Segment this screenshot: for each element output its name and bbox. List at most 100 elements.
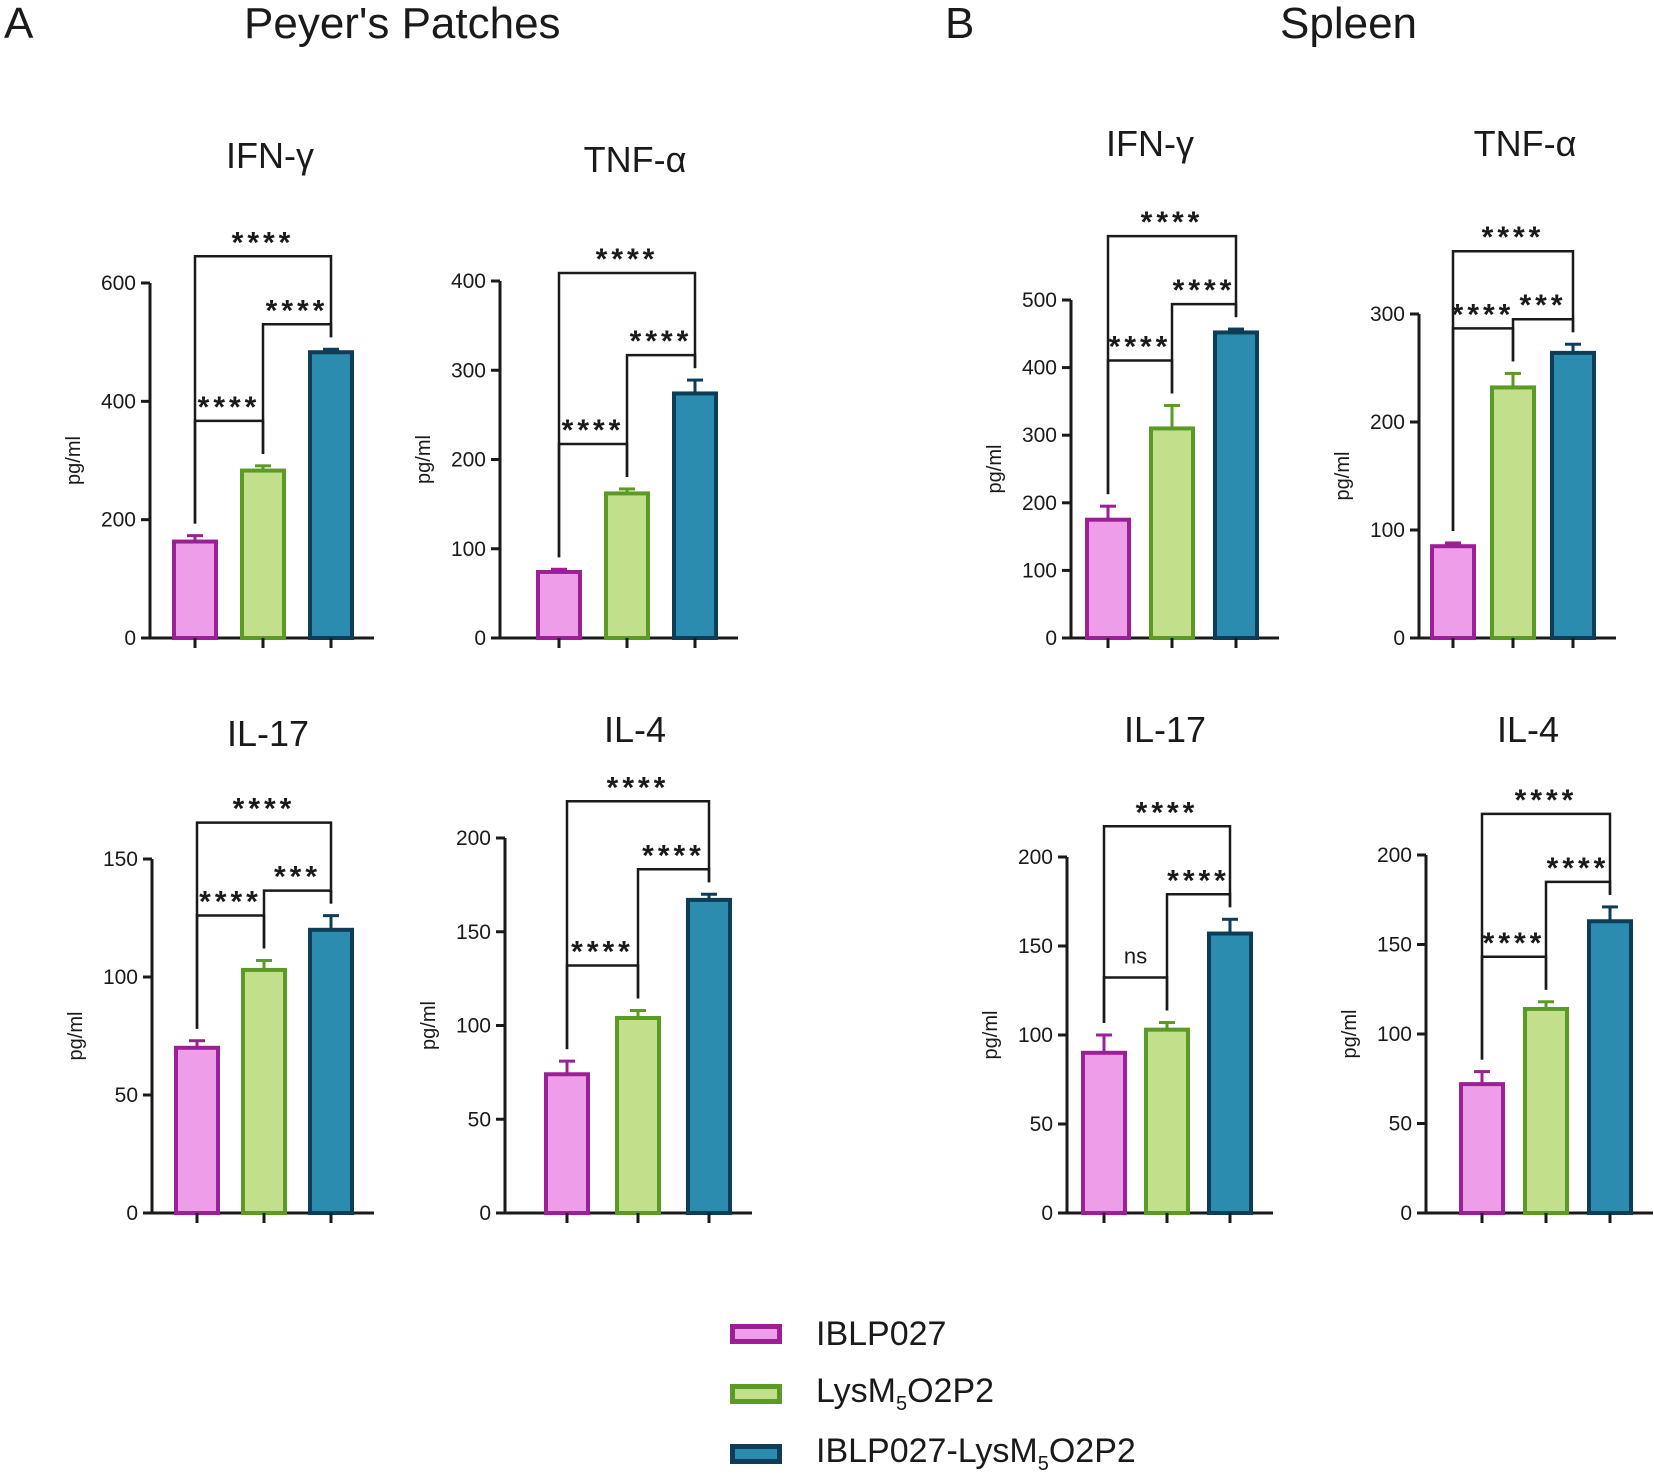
panel-b-il-17-bar-lysm5o2p2: [1144, 1027, 1190, 1216]
panel-a-il-17-ytick-label: 100: [103, 966, 138, 989]
panel-b-ifn-ytick-label: 500: [1022, 289, 1057, 312]
panel-a-il-4-significance-1-2: ****: [642, 839, 705, 872]
panel-a-tnf-ytick-label: 300: [451, 359, 486, 382]
panel-a-tnf-bracket-0-1: [557, 442, 629, 558]
legend-label-iblp027: IBLP027: [816, 1314, 947, 1353]
legend-item-iblp027: IBLP027: [730, 1304, 1136, 1364]
legend-swatch-iblp027: [730, 1324, 782, 1344]
panel-b-il-4-bar-lysm5o2p2: [1523, 1006, 1569, 1215]
panel-a-tnf-ytick-label: 400: [451, 270, 486, 293]
panel-a-title: Peyer's Patches: [244, 0, 561, 48]
panel-b-ifn-bar-iblp027-lysm5o2p2: [1213, 330, 1259, 640]
panel-b-tnf-ytick-label: 300: [1370, 303, 1405, 326]
panel-b-il-17-bar-iblp027: [1081, 1050, 1127, 1216]
panel-b-il-4-ytick-label: 100: [1377, 1023, 1412, 1046]
panel-b-il-4-ytick-label: 200: [1377, 844, 1412, 867]
panel-b-tnf-significance-0-2: ****: [1482, 221, 1545, 254]
panel-b-ifn-bracket-0-1: [1106, 359, 1174, 495]
panel-b-ifn-title: IFN-γ: [1106, 123, 1194, 164]
panel-b-ifn-ytick-label: 100: [1022, 559, 1057, 582]
panel-a-il-4-ytick-label: 100: [456, 1015, 491, 1038]
panel-a-ifn-bar-iblp027: [172, 539, 218, 641]
panel-b-tnf-bar-iblp027-lysm5o2p2: [1550, 350, 1596, 640]
legend-swatch-combined: [730, 1444, 782, 1464]
panel-a-ifn-significance-1-2: ****: [266, 294, 329, 327]
panel-b-ifn-bar-iblp027: [1085, 517, 1131, 641]
panel-a-ifn-ytick-label: 200: [101, 509, 136, 532]
panel-a-il-4-ytick-label: 50: [468, 1108, 491, 1131]
panel-b-tnf-bar-lysm5o2p2: [1490, 385, 1536, 640]
panel-b-tnf-ytick-label: 200: [1370, 411, 1405, 434]
panel-b-il-17-title: IL-17: [1124, 709, 1206, 750]
panel-b-il-17-ytick-label: 200: [1018, 846, 1053, 869]
panel-a-tnf-ylabel: pg/ml: [413, 435, 435, 484]
panel-b-ifn-significance-1-2: ****: [1173, 274, 1236, 307]
panel-a-il-17-bar-lysm5o2p2: [241, 967, 287, 1215]
panel-b-tnf-bracket-0-1: [1451, 327, 1515, 531]
panel-b-tnf-ytick-label: 100: [1370, 519, 1405, 542]
panel-a-il-17-title: IL-17: [227, 713, 309, 754]
panel-a-tnf-title: TNF-α: [584, 139, 687, 180]
panel-a-il-4-ylabel: pg/ml: [418, 1001, 440, 1050]
panel-b-ifn-bracket-1-2: [1170, 302, 1238, 394]
panel-a-il-4-bar-iblp027: [544, 1072, 590, 1215]
legend-item-lysm: LysM5O2P2: [730, 1364, 1136, 1424]
panel-a-ifn-ytick-label: 600: [101, 272, 136, 295]
panel-b-ifn-ytick-label: 0: [1045, 627, 1057, 650]
panel-a-il-17-ytick-label: 50: [115, 1084, 138, 1107]
panel-b-il-17-bar-iblp027-lysm5o2p2: [1207, 931, 1253, 1215]
panel-b-il-17-significance-1-2: ****: [1167, 864, 1230, 897]
panel-b-ifn-significance-0-1: ****: [1109, 330, 1172, 363]
panel-b-il-17-significance-0-1: ns: [1124, 944, 1147, 969]
panel-a-il-4-ytick-label: 200: [456, 827, 491, 850]
panel-b-ifn-ytick-label: 400: [1022, 357, 1057, 380]
panel-a-ifn-bracket-0-1: [193, 419, 265, 524]
legend-swatch-lysm: [730, 1384, 782, 1404]
panel-b-il-17-bracket-0-2: [1102, 825, 1232, 1023]
panel-a-il-4-significance-0-2: ****: [607, 771, 670, 804]
panel-b-title: Spleen: [1280, 0, 1418, 48]
panel-a-tnf-bracket-1-2: [625, 353, 697, 477]
panel-b-il-4-title: IL-4: [1497, 709, 1559, 750]
panel-a-tnf-ytick-label: 200: [451, 449, 486, 472]
legend-label-lysm: LysM5O2P2: [816, 1372, 995, 1415]
panel-b-il-17-bracket-1-2: [1165, 893, 1232, 1011]
panel-a-il-17-bar-iblp027-lysm5o2p2: [308, 927, 354, 1215]
panel-b-il-17-ylabel: pg/ml: [980, 1011, 1002, 1060]
panel-a-tnf-bracket-0-2: [557, 271, 697, 558]
panel-b-ifn-significance-0-2: ****: [1141, 206, 1204, 239]
panel-a-il-17-ytick-label: 150: [103, 848, 138, 871]
panel-b-ifn-bar-lysm5o2p2: [1149, 426, 1195, 640]
panel-b-il-4-ytick-label: 0: [1400, 1202, 1412, 1225]
panel-a-il-4-bracket-1-2: [636, 868, 711, 999]
panel-b-tnf-ylabel: pg/ml: [1332, 452, 1354, 501]
panel-b-il-17-ytick-label: 100: [1018, 1024, 1053, 1047]
panel-a-ifn-significance-0-1: ****: [198, 391, 261, 424]
panel-a-il-4-bar-iblp027-lysm5o2p2: [686, 897, 732, 1215]
panel-a-ifn-significance-0-2: ****: [232, 226, 295, 259]
panel-b-tnf-bar-iblp027: [1430, 544, 1476, 641]
panel-b-il-4-ytick-label: 150: [1377, 934, 1412, 957]
panel-b-ifn-ylabel: pg/ml: [984, 445, 1006, 494]
panel-a-tnf-bar-iblp027-lysm5o2p2: [672, 391, 718, 640]
panel-a-ifn-title: IFN-γ: [226, 135, 314, 176]
panel-a-tnf-significance-0-1: ****: [562, 414, 625, 447]
panel-a-il-4-ytick-label: 0: [479, 1202, 491, 1225]
panel-b-il-4-bracket-0-2: [1480, 812, 1612, 1060]
panel-a-letter: A: [4, 0, 34, 48]
panel-b-il-17-ytick-label: 0: [1041, 1202, 1053, 1225]
panel-b-il-4-bar-iblp027: [1459, 1082, 1505, 1215]
panel-b-il-4-significance-1-2: ****: [1547, 852, 1610, 885]
panel-a-il-17-bracket-0-1: [195, 914, 266, 1029]
panel-a-il-17-ylabel: pg/ml: [65, 1012, 87, 1061]
panel-a-tnf-bar-iblp027: [536, 569, 582, 641]
panel-a-il-17-significance-1-2: ***: [274, 861, 321, 894]
legend: IBLP027 LysM5O2P2 IBLP027-LysM5O2P2: [730, 1304, 1136, 1484]
panel-b-tnf-ytick-label: 0: [1393, 627, 1405, 650]
panel-b-il-17-ytick-label: 50: [1030, 1113, 1053, 1136]
panel-a-tnf-significance-1-2: ****: [630, 325, 693, 358]
panel-a-il-4-title: IL-4: [604, 709, 666, 750]
panel-b-il-4-bracket-1-2: [1544, 880, 1612, 990]
panel-a-il-17-significance-0-1: ****: [199, 885, 262, 918]
